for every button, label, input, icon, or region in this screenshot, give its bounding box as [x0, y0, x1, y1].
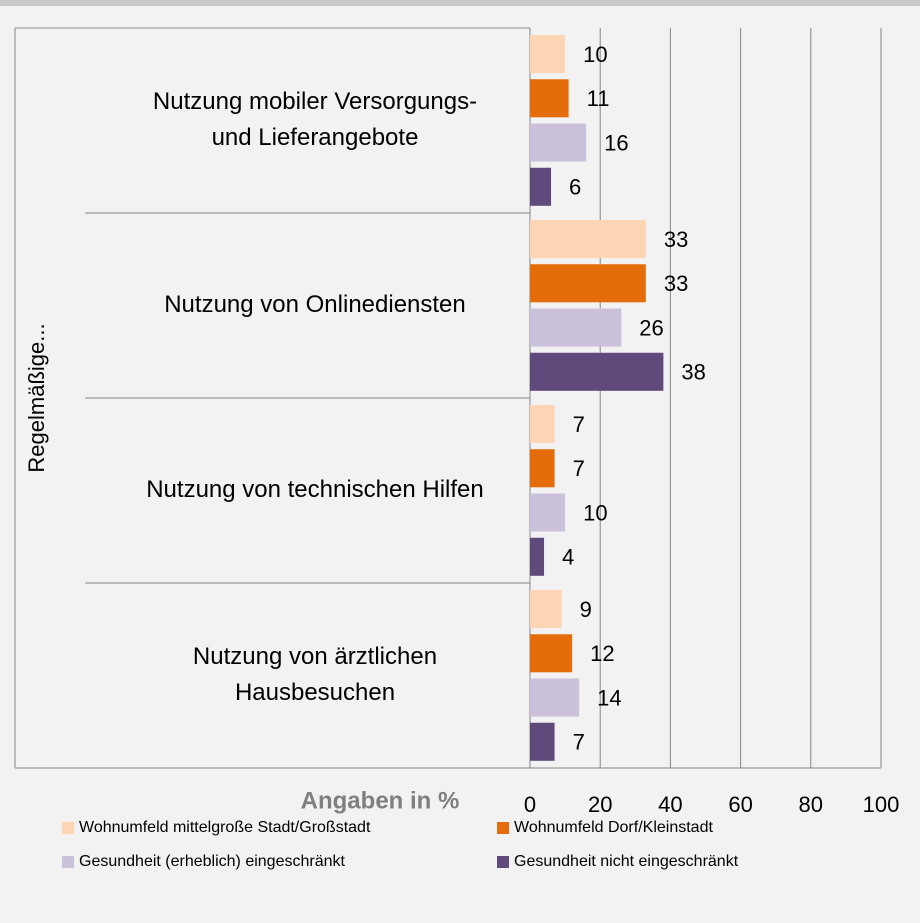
bar: [530, 264, 646, 303]
value-label: 11: [587, 86, 610, 111]
category-label: Nutzung von ärztlichen: [193, 643, 437, 670]
bar: [530, 123, 587, 162]
legend-swatch: [497, 856, 509, 868]
bar: [530, 167, 552, 206]
category-label: Nutzung mobiler Versorgungs-: [153, 88, 477, 115]
x-tick-label: 60: [728, 792, 752, 817]
bar: [530, 352, 664, 391]
category-label: Nutzung von Onlinediensten: [164, 291, 466, 318]
legend-swatch: [62, 822, 74, 834]
value-label: 12: [590, 641, 614, 666]
bar: [530, 79, 569, 118]
value-label: 4: [562, 545, 574, 570]
value-label: 7: [573, 730, 585, 755]
bar: [530, 634, 573, 673]
bar: [530, 537, 545, 576]
bar: [530, 308, 622, 347]
x-tick-label: 100: [863, 792, 900, 817]
value-label: 26: [639, 315, 663, 340]
legend-swatch: [62, 856, 74, 868]
value-label: 16: [604, 130, 628, 155]
x-tick-label: 0: [524, 792, 536, 817]
legend-label: Gesundheit nicht eingeschränkt: [514, 853, 739, 870]
bar: [530, 678, 580, 717]
bar: [530, 405, 555, 444]
x-tick-label: 40: [658, 792, 682, 817]
bar: [530, 449, 555, 488]
value-label: 9: [580, 597, 592, 622]
value-label: 7: [573, 412, 585, 437]
category-label: und Lieferangebote: [212, 124, 419, 151]
bar: [530, 590, 562, 629]
bar: [530, 493, 566, 532]
legend-label: Wohnumfeld mittelgroße Stadt/Großstadt: [79, 819, 371, 836]
legend-label: Gesundheit (erheblich) eingeschränkt: [79, 853, 345, 870]
value-label: 6: [569, 175, 581, 200]
legend-swatch: [497, 822, 509, 834]
y-axis-label: Regelmäßige...: [24, 323, 49, 472]
value-label: 33: [664, 227, 688, 252]
bar: [530, 722, 555, 761]
x-tick-label: 20: [588, 792, 612, 817]
value-label: 10: [583, 500, 607, 525]
bar: [530, 35, 566, 74]
value-label: 10: [583, 42, 607, 67]
bar: [530, 220, 646, 259]
x-tick-label: 80: [799, 792, 823, 817]
value-label: 7: [573, 456, 585, 481]
value-label: 38: [681, 360, 705, 385]
value-label: 14: [597, 685, 621, 710]
legend-label: Wohnumfeld Dorf/Kleinstadt: [514, 819, 713, 836]
category-label: Nutzung von technischen Hilfen: [146, 476, 484, 503]
category-label: Hausbesuchen: [235, 679, 395, 706]
x-axis-label: Angaben in %: [301, 787, 460, 814]
value-label: 33: [664, 271, 688, 296]
